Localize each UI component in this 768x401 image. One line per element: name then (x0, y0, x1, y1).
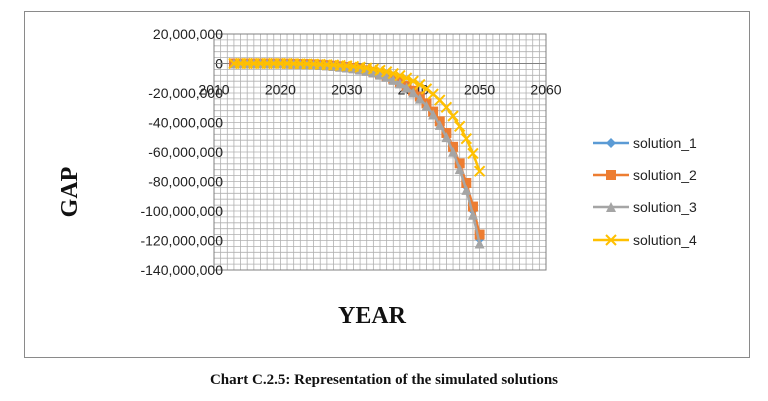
x-tick-label: 2020 (265, 82, 296, 98)
legend-item: solution_4 (593, 232, 697, 248)
data-point (467, 201, 478, 212)
legend-item: solution_2 (593, 167, 697, 183)
gridlines (213, 33, 547, 271)
marker-stroke (374, 64, 386, 76)
data-point (388, 74, 399, 85)
x-tick-label: 2060 (530, 82, 561, 98)
x-tick-label: 2030 (331, 82, 362, 98)
legend-marker (605, 234, 617, 246)
series-group (228, 57, 486, 249)
marker-stroke (407, 75, 419, 87)
y-tick-label: -80,000,000 (148, 174, 223, 190)
marker-stroke (387, 67, 399, 80)
data-point (461, 184, 472, 195)
data-point (420, 83, 433, 95)
y-axis-title: GAP (57, 167, 83, 218)
marker-stroke (453, 120, 466, 133)
data-point (460, 133, 473, 145)
data-point (467, 209, 478, 220)
marker-stroke (420, 83, 433, 95)
legend-item: solution_3 (593, 199, 697, 215)
data-point (400, 72, 413, 84)
marker-stroke (394, 69, 406, 82)
y-tick-label: -140,000,000 (140, 262, 223, 278)
legend-label: solution_1 (633, 135, 697, 151)
marker-stroke (400, 72, 413, 84)
data-point (453, 120, 466, 133)
data-point (440, 101, 453, 114)
data-point (380, 66, 393, 78)
legend-label: solution_4 (633, 232, 697, 248)
legend: solution_1 solution_2 solution_3 solution_4 (593, 135, 697, 248)
x-tick-label: 2010 (198, 82, 229, 98)
data-point (467, 147, 479, 160)
data-point (421, 100, 432, 111)
y-tick-label: -40,000,000 (148, 115, 223, 131)
data-point (474, 238, 485, 249)
data-point (414, 78, 426, 91)
data-point (407, 75, 419, 87)
marker-stroke (605, 234, 617, 246)
marker-stroke (440, 101, 453, 114)
data-point (441, 132, 452, 143)
data-point (454, 164, 465, 175)
data-point (408, 87, 419, 98)
data-point (401, 82, 412, 93)
data-point (434, 119, 445, 130)
legend-marker (606, 170, 616, 180)
data-point (374, 64, 386, 76)
y-tick-label: 20,000,000 (153, 26, 223, 42)
chart-frame: 20,000,000 0 -20,000,000 -40,000,000 -60,000… (24, 11, 750, 358)
data-point (454, 158, 465, 169)
line-chart: 20,000,0000-20,000,000-40,000,000-60,000… (57, 26, 697, 329)
data-point (428, 109, 439, 120)
series-solution-4 (228, 57, 486, 177)
legend-marker (606, 202, 616, 212)
data-point (394, 69, 406, 82)
data-point (414, 93, 425, 104)
y-tick-label: -100,000,000 (140, 203, 223, 219)
y-tick-label: -60,000,000 (148, 144, 223, 160)
data-point (448, 146, 459, 157)
legend-label: solution_2 (633, 167, 697, 183)
data-point (381, 71, 392, 82)
data-point (387, 67, 399, 80)
x-tick-label: 2050 (464, 82, 495, 98)
y-tick-label: -20,000,000 (148, 85, 223, 101)
legend-item: solution_1 (593, 135, 697, 151)
marker-stroke (427, 88, 439, 100)
marker-stroke (434, 94, 446, 106)
data-point (474, 229, 485, 240)
chart-caption: Chart C.2.5: Representation of the simul… (209, 372, 559, 388)
marker-stroke (467, 147, 479, 160)
marker-stroke (380, 66, 393, 78)
marker-stroke (414, 78, 426, 91)
x-axis-title: YEAR (338, 303, 407, 329)
data-point (447, 110, 459, 122)
data-point (473, 165, 486, 177)
plot-area-border (213, 33, 547, 271)
data-point (394, 78, 405, 89)
marker-stroke (447, 110, 459, 122)
marker-stroke (460, 133, 473, 145)
marker-stroke (473, 165, 486, 177)
legend-label: solution_3 (633, 199, 697, 215)
y-tick-labels: 20,000,0000-20,000,000-40,000,000-60,000… (140, 26, 223, 278)
y-tick-label: -120,000,000 (140, 233, 223, 249)
data-point (461, 177, 472, 188)
legend-marker (606, 138, 616, 148)
